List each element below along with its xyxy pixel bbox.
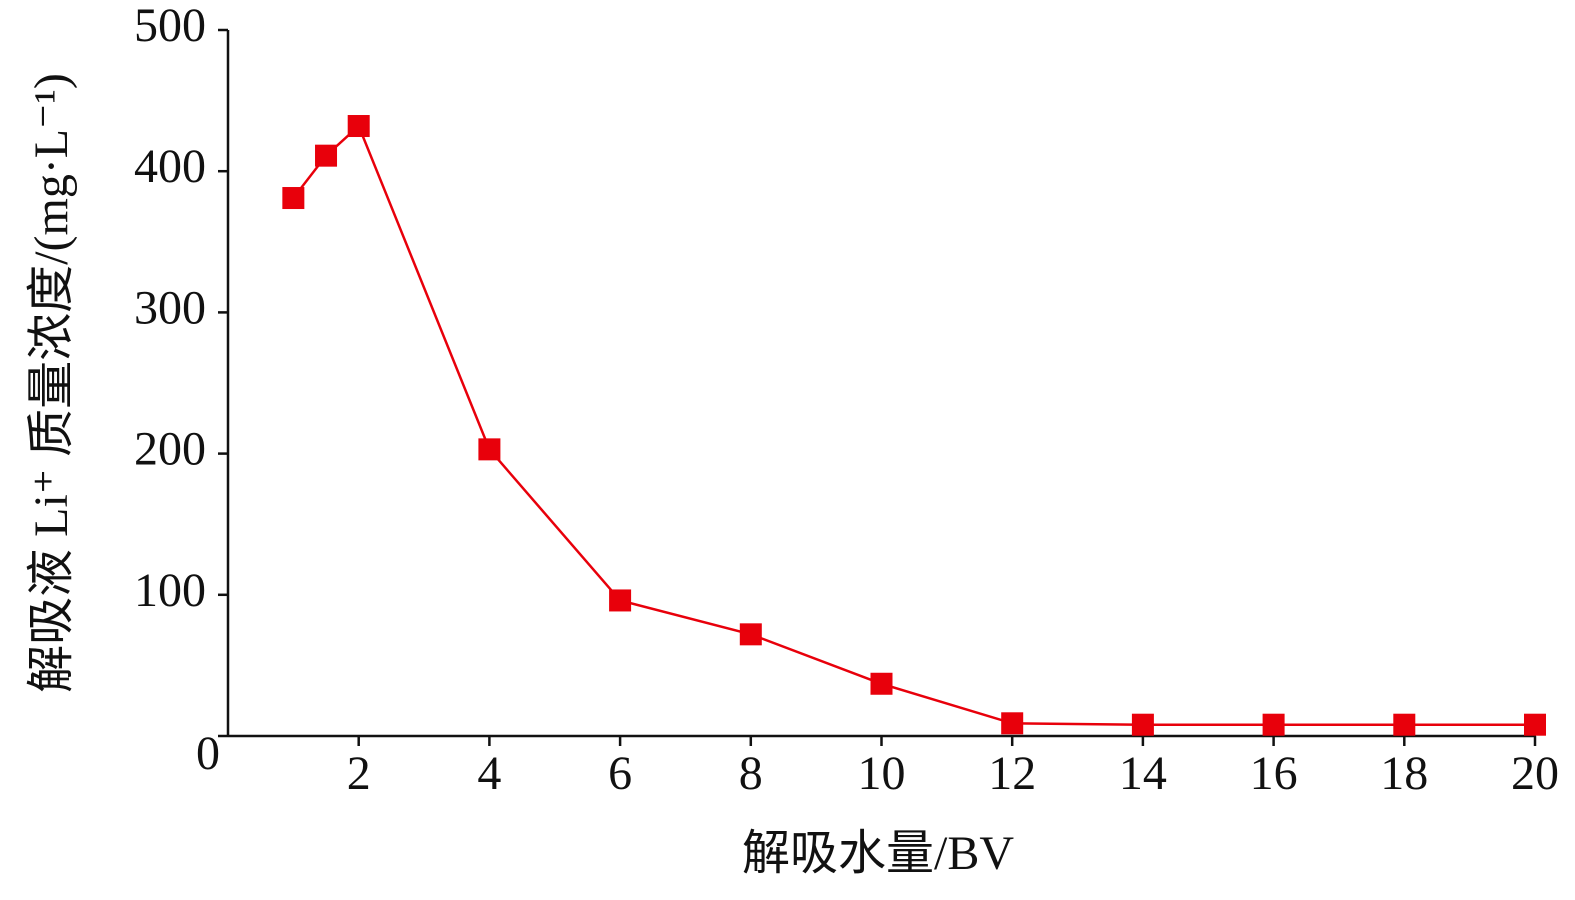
x-tick-label: 2 [347,747,371,800]
y-axis-title: 解吸液 Li⁺ 质量浓度/(mg·L⁻¹) [25,73,78,693]
marker [315,144,338,167]
x-axis-title: 解吸水量/BV [742,827,1014,880]
x-tick-label: 12 [988,747,1036,800]
x-tick-label: 14 [1119,747,1167,800]
x-tick-label: 18 [1380,747,1428,800]
marker [1524,713,1546,736]
marker [282,187,305,210]
x-tick-label: 16 [1250,747,1298,800]
line [292,123,1535,726]
marker [739,623,762,646]
marker [1131,713,1154,736]
y-tick-label: 0 [196,727,220,780]
x-tick-label: 4 [477,747,501,800]
x-tick-label: 20 [1511,747,1559,800]
x-tick-label: 8 [739,747,763,800]
marker [1001,712,1024,735]
x-tick-label: 6 [608,747,632,800]
marker [870,672,893,695]
marker [609,589,632,612]
marker [1262,713,1285,736]
y-tick-label: 100 [134,564,206,617]
y-tick-label: 200 [134,423,206,476]
marker [347,115,370,138]
marker [1393,713,1416,736]
x-tick-label: 10 [858,747,906,800]
marker [478,438,501,461]
y-tick-label: 300 [134,281,206,334]
y-tick-label: 500 [134,0,206,52]
y-tick-label: 400 [134,140,206,193]
